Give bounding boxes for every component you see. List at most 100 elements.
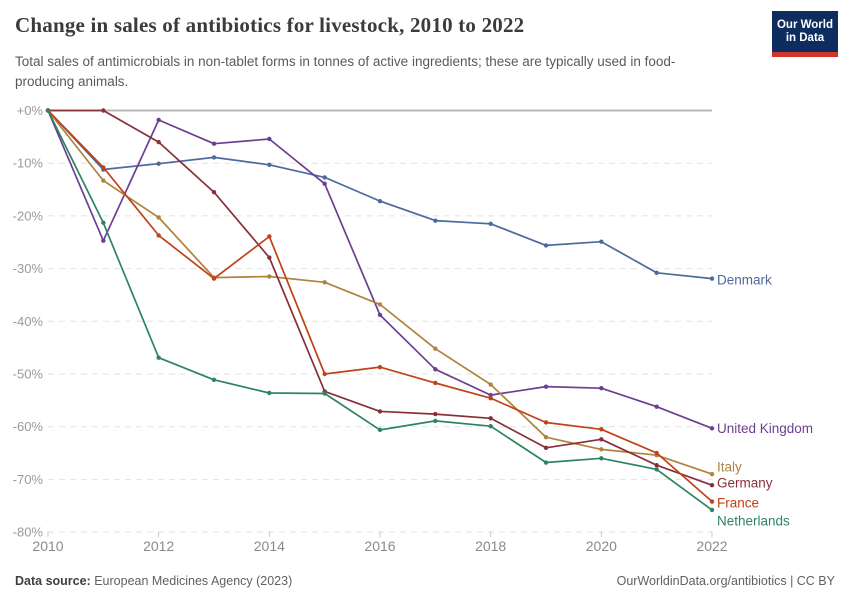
x-axis-tick-label: 2018: [475, 538, 506, 554]
data-point-germany: [543, 445, 549, 450]
data-point-united-kingdom: [599, 386, 604, 391]
data-point-france: [322, 371, 327, 377]
data-point-united-kingdom: [322, 181, 327, 186]
data-point-netherlands: [267, 390, 272, 396]
x-axis-tick-label: 2012: [143, 538, 174, 554]
series-label-germany: Germany: [717, 476, 773, 491]
series-label-netherlands: Netherlands: [717, 513, 790, 528]
y-axis-tick-label: -20%: [13, 208, 44, 223]
data-point-germany: [267, 255, 272, 260]
data-point-france: [599, 427, 604, 432]
y-axis-tick-label: -50%: [13, 367, 44, 382]
data-point-united-kingdom: [101, 238, 106, 243]
data-point-denmark: [433, 218, 438, 223]
data-point-france: [101, 165, 106, 170]
data-point-italy: [543, 435, 549, 440]
series-label-denmark: Denmark: [717, 273, 772, 288]
data-point-germany: [488, 416, 493, 421]
data-point-netherlands: [433, 418, 438, 424]
data-point-germany: [156, 139, 161, 145]
data-point-germany: [599, 437, 604, 442]
data-point-denmark: [654, 270, 659, 276]
data-point-italy: [156, 215, 161, 220]
data-point-italy: [599, 447, 604, 452]
data-point-germany: [377, 409, 383, 414]
data-point-france: [654, 450, 659, 456]
data-point-germany: [433, 411, 438, 417]
series-label-france: France: [717, 496, 759, 511]
data-point-italy: [267, 274, 272, 279]
series-label-united-kingdom: United Kingdom: [717, 421, 813, 436]
data-point-united-kingdom: [211, 141, 217, 146]
y-axis-tick-label: -30%: [13, 261, 44, 276]
data-point-denmark: [599, 239, 604, 244]
data-point-germany: [211, 189, 217, 195]
data-point-italy: [322, 280, 327, 285]
data-source-value: European Medicines Agency (2023): [90, 574, 293, 588]
data-point-denmark: [543, 243, 549, 248]
y-axis-tick-label: -10%: [13, 156, 44, 171]
series-line-united-kingdom: [47, 110, 713, 430]
data-point-netherlands: [211, 377, 217, 382]
data-point-denmark: [211, 155, 217, 160]
data-point-italy: [377, 302, 383, 307]
data-point-france: [211, 276, 217, 281]
data-point-united-kingdom: [156, 117, 161, 123]
data-point-netherlands: [156, 355, 161, 360]
data-point-netherlands: [322, 391, 327, 396]
data-point-france: [377, 364, 383, 370]
data-point-united-kingdom: [709, 426, 715, 431]
data-point-united-kingdom: [488, 392, 493, 398]
citation: OurWorldinData.org/antibiotics | CC BY: [616, 574, 835, 588]
data-point-france: [267, 234, 272, 239]
x-axis-tick-label: 2022: [696, 538, 727, 554]
data-point-denmark: [377, 198, 383, 204]
chart-footer: Data source: European Medicines Agency (…: [15, 574, 835, 588]
data-source-label: Data source:: [15, 574, 91, 588]
data-point-denmark: [709, 276, 715, 281]
data-point-united-kingdom: [433, 367, 438, 372]
data-point-netherlands: [377, 427, 383, 433]
chart-subtitle: Total sales of antimicrobials in non-tab…: [15, 54, 676, 89]
data-point-netherlands: [101, 220, 106, 225]
owid-logo-accent-bar: [772, 52, 838, 57]
data-point-netherlands: [543, 460, 549, 465]
owid-logo: Our World in Data: [772, 11, 838, 57]
data-point-france: [156, 233, 161, 238]
data-point-denmark: [488, 221, 493, 227]
data-point-germany: [709, 482, 715, 488]
y-axis-tick-label: -40%: [13, 314, 44, 329]
page-title: Change in sales of antibiotics for lives…: [15, 13, 525, 37]
x-axis-tick-label: 2014: [254, 538, 285, 554]
owid-logo-line2: in Data: [785, 31, 825, 44]
data-point-france: [543, 420, 549, 425]
data-point-denmark: [267, 162, 272, 167]
x-axis-tick-label: 2020: [586, 538, 617, 554]
data-point-united-kingdom: [377, 312, 383, 318]
data-point-denmark: [156, 161, 161, 166]
data-point-italy: [433, 346, 438, 351]
data-point-netherlands: [654, 467, 659, 472]
x-axis-tick-label: 2010: [32, 538, 63, 554]
data-point-netherlands: [45, 108, 51, 113]
data-point-italy: [488, 382, 493, 387]
data-point-france: [433, 380, 438, 386]
data-point-denmark: [322, 175, 327, 180]
y-axis-tick-label: -70%: [13, 472, 44, 487]
series-label-italy: Italy: [717, 460, 742, 475]
x-axis-tick-label: 2016: [364, 538, 395, 554]
data-point-netherlands: [488, 423, 493, 429]
data-point-united-kingdom: [267, 136, 272, 142]
y-axis-tick-label: -60%: [13, 419, 44, 434]
data-point-germany: [654, 462, 659, 468]
data-point-germany: [101, 108, 106, 113]
data-source: Data source: European Medicines Agency (…: [15, 574, 292, 588]
data-point-united-kingdom: [654, 404, 659, 409]
data-point-france: [488, 396, 493, 401]
data-point-netherlands: [709, 507, 715, 513]
data-point-italy: [709, 471, 715, 477]
data-point-united-kingdom: [543, 384, 549, 389]
owid-logo-line1: Our World: [776, 18, 833, 31]
